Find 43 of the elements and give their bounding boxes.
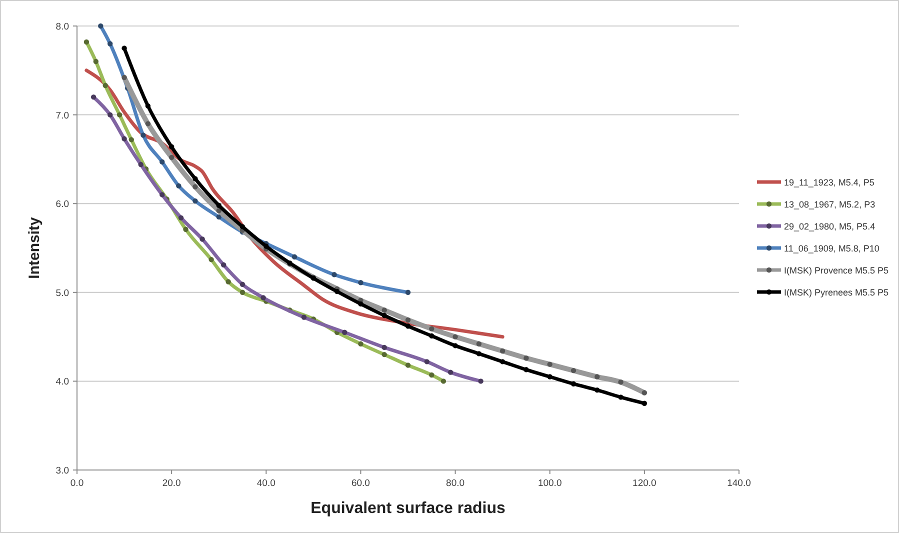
legend-label: I(MSK) Pyrenees M5.5 P5 [784, 288, 889, 298]
x-tick-label: 0.0 [70, 478, 84, 489]
point [642, 400, 648, 406]
point [382, 312, 387, 318]
x-tick-label: 120.0 [632, 478, 656, 489]
y-tick-label: 3.0 [56, 466, 69, 476]
point [216, 202, 222, 208]
point [145, 103, 151, 109]
point [476, 351, 482, 356]
legend-label: I(MSK) Provence M5.5 P5 [784, 266, 889, 276]
x-tick-label: 100.0 [538, 478, 562, 489]
point [452, 343, 458, 348]
point [358, 301, 364, 307]
y-axis-title: Intensity [26, 216, 43, 279]
point [500, 359, 506, 364]
x-tick-label: 40.0 [256, 478, 276, 489]
point [168, 144, 174, 150]
y-tick-label: 4.0 [56, 376, 69, 388]
y-tick-label: 6.0 [56, 199, 69, 210]
y-tick-label: 7.0 [56, 110, 69, 122]
y-tick-label: 5.0 [56, 288, 69, 299]
legend-label: 11_06_1909, M5.8, P10 [784, 244, 880, 254]
point [524, 367, 529, 372]
x-tick-label: 140.0 [727, 478, 751, 489]
point [334, 288, 340, 294]
legend-label: 13_08_1967, M5.2, P3 [784, 200, 876, 210]
legend-label: 29_02_1980, M5, P5.4 [784, 222, 876, 232]
point [405, 324, 411, 329]
x-tick-label: 80.0 [446, 478, 465, 489]
point [570, 381, 576, 386]
point [429, 333, 434, 339]
x-tick-label: 60.0 [351, 478, 370, 489]
point [547, 374, 552, 380]
point [122, 46, 127, 51]
x-tick-label: 20.0 [162, 478, 181, 489]
point [264, 244, 269, 249]
point [618, 394, 624, 400]
point [594, 387, 600, 393]
y-tick-label: 8.0 [56, 22, 69, 32]
point [192, 176, 198, 182]
point [240, 224, 246, 230]
x-axis-title: Equivalent surface radius [310, 500, 506, 517]
legend-label: 19_11_1923, M5.4, P5 [784, 178, 874, 188]
